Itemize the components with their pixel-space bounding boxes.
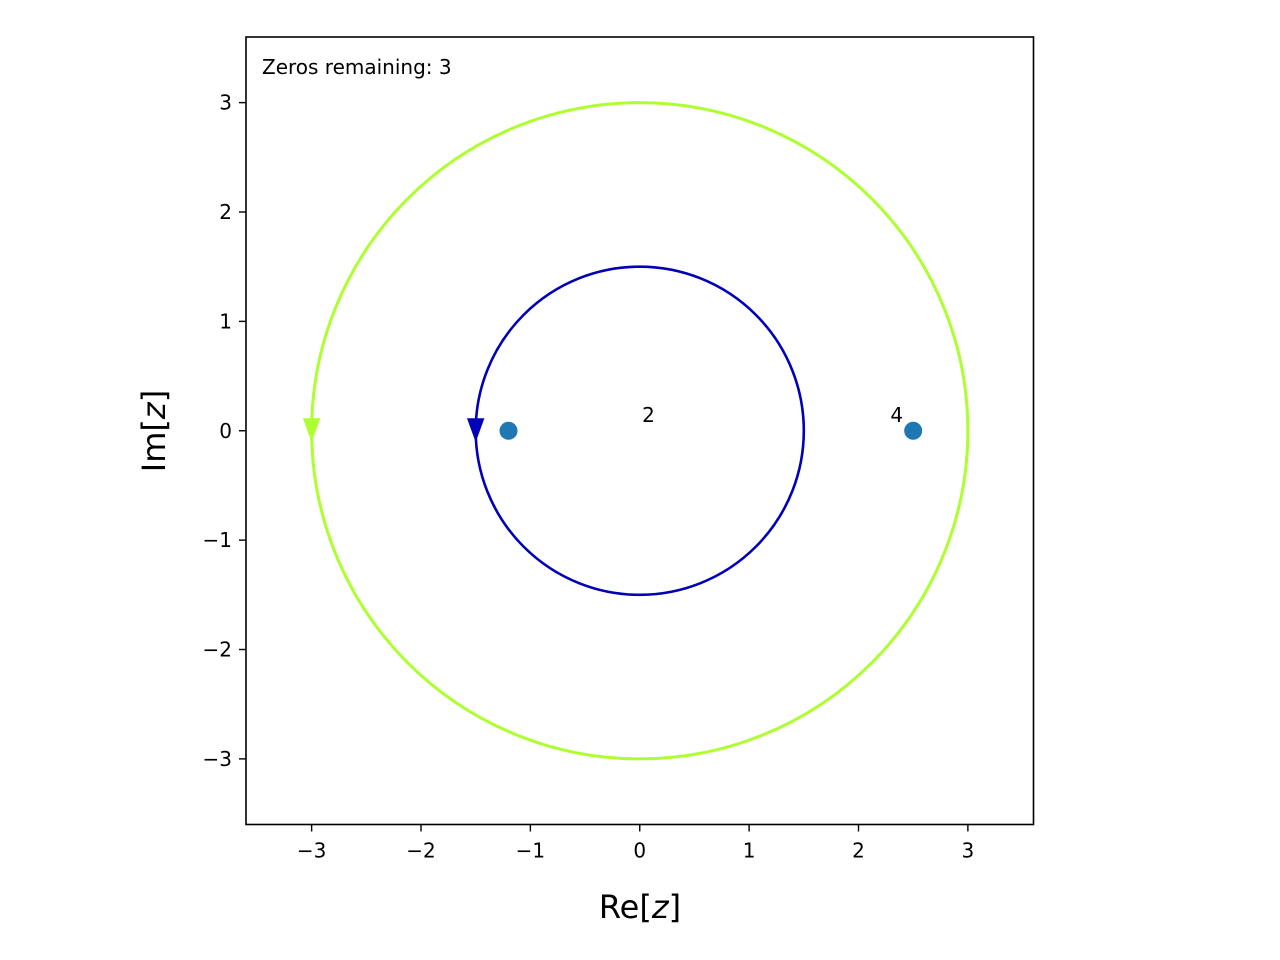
y-tick-label-0: −3 <box>203 747 232 771</box>
annotation-0: 2 <box>642 403 655 427</box>
annotation-1: 4 <box>890 403 903 427</box>
x-tick-label-5: 2 <box>852 839 865 863</box>
status-text: Zeros remaining: 3 <box>262 55 452 79</box>
x-ticks: −3 −2 −1 0 1 2 3 <box>297 824 975 863</box>
y-tick-label-6: 3 <box>219 91 232 115</box>
y-tick-label-2: −1 <box>203 528 232 552</box>
x-tick-label-3: 0 <box>633 839 646 863</box>
y-axis-label: Im[z] <box>135 390 173 472</box>
y-tick-label-4: 1 <box>219 309 232 333</box>
contour-arrow-1 <box>466 418 485 443</box>
x-axis-label: Re[z] <box>599 888 681 926</box>
y-tick-label-1: −2 <box>203 638 232 662</box>
x-tick-label-2: −1 <box>516 839 545 863</box>
y-tick-label-5: 2 <box>219 200 232 224</box>
y-ticks: −3 −2 −1 0 1 2 3 <box>203 91 246 771</box>
zero-point-1 <box>904 421 923 440</box>
x-tick-label-0: −3 <box>297 839 326 863</box>
contour-arrow-0 <box>302 418 321 443</box>
contour-circle-1 <box>474 265 806 597</box>
contours-layer <box>302 101 970 761</box>
contour-circle-0 <box>310 101 970 761</box>
x-tick-label-6: 3 <box>962 839 975 863</box>
zero-point-0 <box>499 421 518 440</box>
x-tick-label-1: −2 <box>406 839 435 863</box>
zeros-layer <box>499 421 923 440</box>
x-tick-label-4: 1 <box>743 839 756 863</box>
y-tick-label-3: 0 <box>219 419 232 443</box>
